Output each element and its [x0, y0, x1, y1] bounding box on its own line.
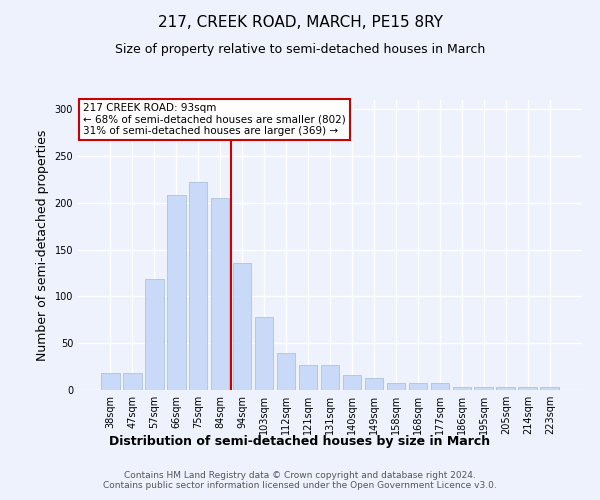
Bar	[277, 352, 295, 390]
Text: Distribution of semi-detached houses by size in March: Distribution of semi-detached houses by …	[109, 435, 491, 448]
Bar	[343, 375, 361, 390]
Text: 217, CREEK ROAD, MARCH, PE15 8RY: 217, CREEK ROAD, MARCH, PE15 8RY	[157, 15, 443, 30]
Bar	[409, 382, 427, 390]
Text: Contains HM Land Registry data © Crown copyright and database right 2024.
Contai: Contains HM Land Registry data © Crown c…	[103, 470, 497, 490]
Y-axis label: Number of semi-detached properties: Number of semi-detached properties	[36, 130, 49, 360]
Bar	[365, 378, 383, 390]
Bar	[101, 373, 119, 390]
Bar	[255, 317, 274, 390]
Bar	[211, 198, 229, 390]
Bar	[452, 387, 471, 390]
Text: 217 CREEK ROAD: 93sqm
← 68% of semi-detached houses are smaller (802)
31% of sem: 217 CREEK ROAD: 93sqm ← 68% of semi-deta…	[83, 103, 346, 136]
Bar	[496, 387, 515, 390]
Bar	[518, 387, 537, 390]
Bar	[167, 196, 185, 390]
Bar	[189, 182, 208, 390]
Bar	[431, 382, 449, 390]
Bar	[233, 263, 251, 390]
Text: Size of property relative to semi-detached houses in March: Size of property relative to semi-detach…	[115, 42, 485, 56]
Bar	[386, 382, 405, 390]
Bar	[320, 364, 340, 390]
Bar	[475, 387, 493, 390]
Bar	[541, 387, 559, 390]
Bar	[123, 373, 142, 390]
Bar	[299, 364, 317, 390]
Bar	[145, 278, 164, 390]
